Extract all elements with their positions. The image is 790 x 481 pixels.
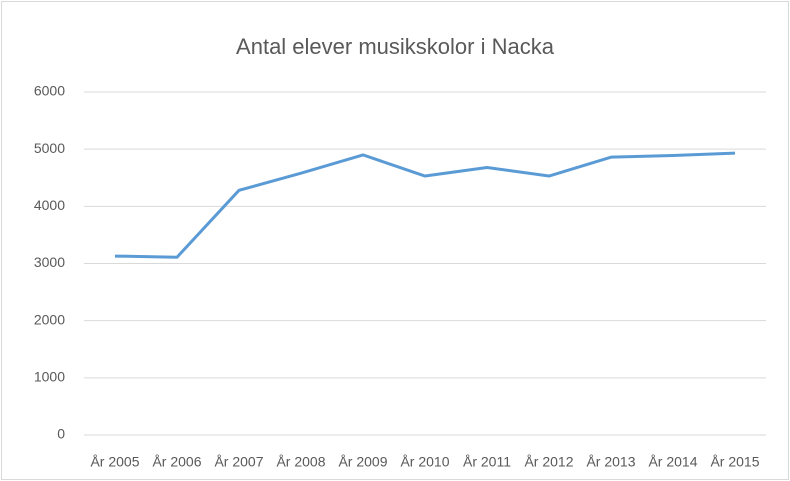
y-tick-label: 2000 (34, 311, 65, 327)
x-tick-label: År 2015 (710, 454, 759, 470)
x-tick-label: År 2006 (152, 454, 201, 470)
x-tick-label: År 2007 (214, 454, 263, 470)
y-tick-label: 0 (57, 426, 65, 442)
x-tick-label: År 2014 (648, 454, 697, 470)
y-tick-label: 3000 (34, 254, 65, 270)
y-tick-label: 4000 (34, 197, 65, 213)
data-line (114, 151, 736, 259)
y-tick-label: 6000 (34, 83, 65, 99)
x-tick-label: År 2008 (276, 454, 325, 470)
x-tick-label: År 2013 (586, 454, 635, 470)
x-tick-label: År 2009 (338, 454, 387, 470)
x-tick-label: År 2005 (90, 454, 139, 470)
x-tick-label: År 2010 (400, 454, 449, 470)
chart-title: Antal elever musikskolor i Nacka (236, 34, 555, 59)
y-tick-label: 5000 (34, 140, 65, 156)
y-tick-label: 1000 (34, 369, 65, 385)
x-tick-label: År 2012 (524, 454, 573, 470)
x-tick-label: År 2011 (463, 454, 511, 470)
